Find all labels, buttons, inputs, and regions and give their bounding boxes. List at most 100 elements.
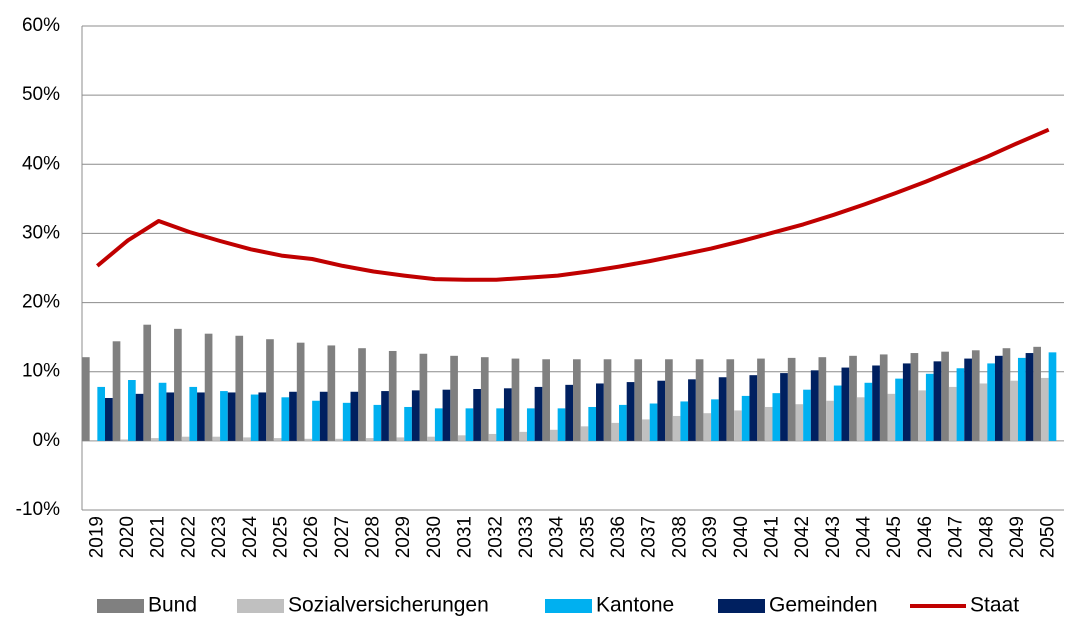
bar xyxy=(918,390,926,441)
x-tick-label: 2033 xyxy=(516,516,537,558)
bar xyxy=(642,419,650,441)
bar xyxy=(174,328,182,441)
bar xyxy=(649,403,658,441)
bar xyxy=(657,380,666,441)
bar xyxy=(312,400,320,441)
bar xyxy=(964,358,972,441)
bar xyxy=(534,386,543,441)
bar xyxy=(833,385,842,441)
bar xyxy=(557,408,566,441)
bar xyxy=(810,370,819,441)
x-tick-label: 2026 xyxy=(301,516,322,558)
bar xyxy=(910,353,919,441)
bar xyxy=(128,380,136,441)
bar xyxy=(787,357,796,441)
bar xyxy=(388,350,397,441)
legend-label: Sozialversicherungen xyxy=(288,594,489,617)
bar xyxy=(849,355,857,441)
bar xyxy=(979,383,988,441)
legend-label: Gemeinden xyxy=(769,594,878,617)
x-tick-label: 2019 xyxy=(86,516,107,558)
bar xyxy=(181,436,190,441)
bar xyxy=(780,373,788,441)
bar xyxy=(258,392,267,441)
bar xyxy=(611,422,620,441)
x-tick-label: 2040 xyxy=(731,516,752,558)
bar xyxy=(971,350,980,441)
bar xyxy=(749,375,758,441)
bar xyxy=(120,439,129,441)
bar xyxy=(227,392,236,441)
bar xyxy=(97,386,106,441)
legend-swatch xyxy=(97,599,144,613)
bar xyxy=(718,377,727,441)
bar xyxy=(526,408,535,441)
bar xyxy=(281,397,290,441)
x-tick-label: 2038 xyxy=(669,516,690,558)
bar xyxy=(772,393,781,441)
bar xyxy=(442,389,451,441)
x-tick-label: 2037 xyxy=(639,516,660,558)
x-tick-label: 2049 xyxy=(1007,516,1028,558)
bar xyxy=(143,324,152,441)
bar xyxy=(680,401,689,441)
bar xyxy=(795,404,804,441)
x-tick-label: 2022 xyxy=(178,516,199,558)
x-tick-label: 2046 xyxy=(915,516,936,558)
bar xyxy=(411,390,420,441)
x-tick-label: 2032 xyxy=(485,516,506,558)
bar xyxy=(565,384,573,441)
bar xyxy=(741,395,750,441)
x-tick-label: 2044 xyxy=(854,516,875,559)
bar xyxy=(987,363,995,441)
bar xyxy=(1010,380,1018,441)
legend-label: Staat xyxy=(970,594,1019,617)
bar xyxy=(619,404,627,441)
bar xyxy=(82,357,90,441)
bar xyxy=(864,382,873,441)
y-tick-label: 50% xyxy=(22,84,60,105)
legend: Bund Sozialversicherungen Kantone Gemeinden… xyxy=(97,594,1019,617)
bar xyxy=(872,365,880,441)
bar xyxy=(373,404,382,441)
bar xyxy=(220,391,228,441)
bar xyxy=(381,391,389,441)
bar xyxy=(1048,352,1057,441)
y-tick-label: 60% xyxy=(22,15,60,36)
bar xyxy=(626,382,635,441)
bar xyxy=(404,406,412,441)
y-tick-label: 40% xyxy=(22,153,60,174)
bar xyxy=(941,351,949,441)
x-tick-label: 2045 xyxy=(884,516,905,558)
bar xyxy=(665,359,673,441)
x-tick-label: 2030 xyxy=(424,516,445,558)
x-tick-label: 2021 xyxy=(148,516,169,558)
legend-label: Bund xyxy=(148,594,197,617)
bar xyxy=(335,438,343,441)
x-tick-label: 2028 xyxy=(363,516,384,558)
bar xyxy=(296,342,305,441)
bar xyxy=(197,392,205,441)
bar xyxy=(1040,377,1049,441)
bar xyxy=(488,433,497,441)
bar xyxy=(235,335,244,441)
x-tick-label: 2023 xyxy=(209,516,230,558)
x-tick-label: 2036 xyxy=(608,516,629,558)
bar xyxy=(948,386,957,441)
bar xyxy=(473,389,481,441)
bar xyxy=(365,438,374,441)
bar xyxy=(588,406,597,441)
bar xyxy=(695,359,704,441)
x-tick-label: 2050 xyxy=(1038,516,1059,558)
bar xyxy=(135,393,144,441)
bar xyxy=(672,415,681,441)
x-tick-label: 2024 xyxy=(240,516,261,559)
x-tick-label: 2027 xyxy=(332,516,353,558)
bar xyxy=(634,359,643,441)
y-tick-label: -10% xyxy=(16,499,60,520)
bar xyxy=(542,359,550,441)
bar xyxy=(204,333,213,441)
bar xyxy=(250,394,259,441)
